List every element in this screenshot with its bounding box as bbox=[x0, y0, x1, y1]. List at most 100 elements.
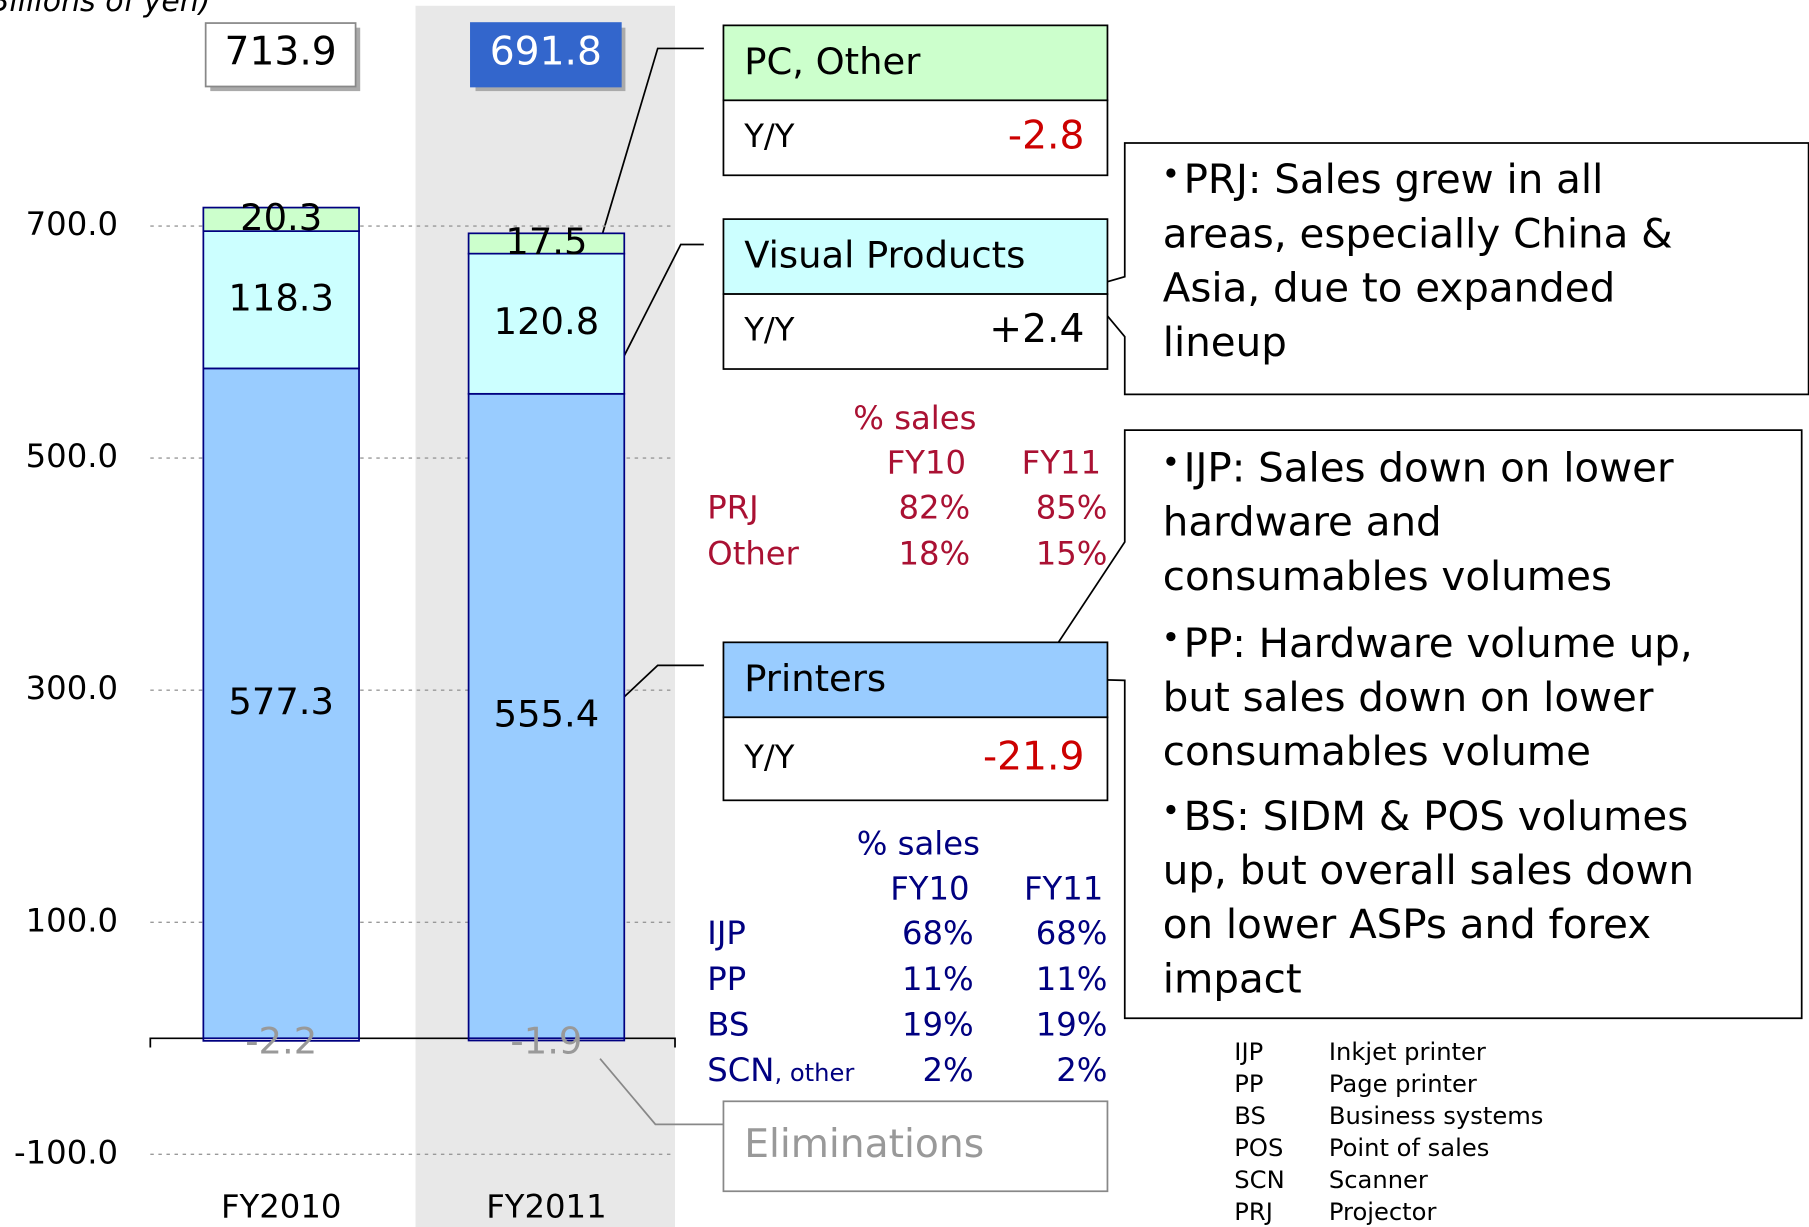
data-label: 120.8 bbox=[494, 300, 600, 343]
x-tick-label: FY2011 bbox=[486, 1188, 606, 1226]
table-cell: 11% bbox=[1036, 960, 1108, 998]
callout-text: consumables volume bbox=[1163, 728, 1591, 775]
yoy-row bbox=[722, 716, 1109, 802]
table-row-note: , other bbox=[774, 1059, 854, 1087]
segment-name: Printers bbox=[744, 657, 886, 700]
data-label: 17.5 bbox=[505, 220, 587, 263]
callout-text: lineup bbox=[1163, 319, 1287, 366]
bar-segment bbox=[467, 1037, 626, 1042]
table-row-label: Other bbox=[707, 534, 799, 572]
glossary-term: Inkjet printer bbox=[1329, 1038, 1486, 1066]
y-tick-label: 300.0 bbox=[26, 669, 118, 707]
glossary-term: Page printer bbox=[1329, 1070, 1477, 1098]
total-box bbox=[204, 22, 357, 88]
table-title: % sales bbox=[853, 399, 976, 437]
callout-text: PRJ: Sales grew in all bbox=[1184, 156, 1604, 203]
callout-text: on lower ASPs and forex bbox=[1163, 901, 1651, 948]
bar-segment bbox=[202, 367, 360, 1040]
callout-text: consumables volumes bbox=[1163, 553, 1612, 600]
glossary-abbr: PP bbox=[1234, 1070, 1263, 1098]
y-tick-label: -100.0 bbox=[14, 1133, 118, 1171]
table-cell: 19% bbox=[1036, 1005, 1108, 1043]
table-row-label: BS bbox=[707, 1005, 749, 1043]
bar-segment bbox=[467, 252, 626, 395]
table-cell: 18% bbox=[899, 534, 971, 572]
callout-text: but sales down on lower bbox=[1163, 674, 1654, 721]
bar-segment bbox=[202, 230, 360, 370]
table-cell: 85% bbox=[1036, 489, 1108, 527]
total-box bbox=[470, 22, 622, 88]
y-tick-label: 100.0 bbox=[26, 901, 118, 939]
table-cell: 2% bbox=[1056, 1051, 1107, 1089]
glossary-abbr: POS bbox=[1234, 1134, 1283, 1162]
table-cell: 68% bbox=[1036, 914, 1108, 952]
callout-text: PP: Hardware volume up, bbox=[1184, 620, 1693, 667]
elim-box bbox=[722, 1100, 1109, 1193]
segment-header bbox=[722, 218, 1109, 295]
glossary-abbr: BS bbox=[1234, 1102, 1266, 1130]
total-label: 713.9 bbox=[225, 30, 337, 75]
callout-text: up, but overall sales down bbox=[1163, 847, 1694, 894]
data-label: 577.3 bbox=[228, 680, 334, 723]
bar-segment bbox=[467, 392, 626, 1040]
table-row-label: PRJ bbox=[707, 489, 758, 527]
segment-header bbox=[722, 641, 1109, 719]
yoy-value: -2.8 bbox=[1008, 113, 1084, 158]
segment-name: Visual Products bbox=[744, 234, 1025, 277]
bullet bbox=[1166, 168, 1176, 178]
yoy-label: Y/Y bbox=[743, 738, 795, 776]
table-cell: 82% bbox=[899, 489, 971, 527]
glossary-term: Projector bbox=[1329, 1198, 1437, 1226]
x-tick-label: FY2010 bbox=[221, 1188, 341, 1226]
table-cell: 68% bbox=[902, 914, 974, 952]
table-row-label: SCN bbox=[707, 1051, 774, 1089]
bar-segment bbox=[202, 1037, 360, 1042]
callout-text: Asia, due to expanded bbox=[1163, 265, 1615, 312]
data-label: 555.4 bbox=[494, 693, 600, 736]
leader-lines bbox=[599, 47, 724, 1126]
callout-text: BS: SIDM & POS volumes bbox=[1184, 793, 1689, 840]
yoy-row bbox=[722, 293, 1109, 370]
table-row-label: PP bbox=[707, 960, 746, 998]
table-header: FY11 bbox=[1024, 869, 1103, 907]
segment-name: PC, Other bbox=[744, 40, 921, 83]
table-cell: 15% bbox=[1036, 534, 1108, 572]
bullet bbox=[1166, 804, 1176, 815]
callout-box bbox=[1033, 429, 1803, 1020]
total-label: 691.8 bbox=[490, 30, 602, 75]
yoy-value: +2.4 bbox=[989, 307, 1084, 352]
segment-name: Eliminations bbox=[744, 1122, 984, 1167]
glossary-term: Point of sales bbox=[1329, 1134, 1489, 1162]
y-tick-label: 500.0 bbox=[26, 437, 118, 475]
yoy-value: -21.9 bbox=[983, 734, 1084, 779]
glossary-abbr: PRJ bbox=[1234, 1198, 1273, 1226]
table-cell: 2% bbox=[923, 1051, 974, 1089]
callout-text: hardware and bbox=[1163, 499, 1442, 546]
callout-text: impact bbox=[1163, 955, 1302, 1002]
table-header: FY11 bbox=[1022, 444, 1101, 482]
bullet bbox=[1166, 456, 1176, 466]
zero-axis bbox=[149, 1037, 676, 1048]
table-header: FY10 bbox=[887, 444, 966, 482]
data-label: -1.9 bbox=[510, 1019, 582, 1062]
callout-text: IJP: Sales down on lower bbox=[1184, 445, 1674, 492]
yoy-label: Y/Y bbox=[743, 117, 795, 155]
y-tick-label: 700.0 bbox=[26, 205, 118, 243]
yoy-row bbox=[722, 99, 1109, 177]
bullet bbox=[1166, 631, 1176, 642]
bar-segment bbox=[467, 232, 626, 255]
glossary-term: Scanner bbox=[1329, 1166, 1428, 1194]
glossary-abbr: SCN bbox=[1234, 1166, 1284, 1194]
table-header: FY10 bbox=[890, 869, 969, 907]
glossary-term: Business systems bbox=[1329, 1102, 1544, 1130]
callout-text: areas, especially China & bbox=[1163, 210, 1673, 257]
data-label: 20.3 bbox=[240, 196, 322, 239]
data-label: 118.3 bbox=[228, 276, 334, 319]
table-cell: 11% bbox=[902, 960, 974, 998]
table-title: % sales bbox=[857, 824, 980, 862]
segment-header bbox=[722, 24, 1109, 102]
table-row-label: IJP bbox=[707, 914, 746, 952]
yoy-label: Y/Y bbox=[743, 311, 795, 349]
